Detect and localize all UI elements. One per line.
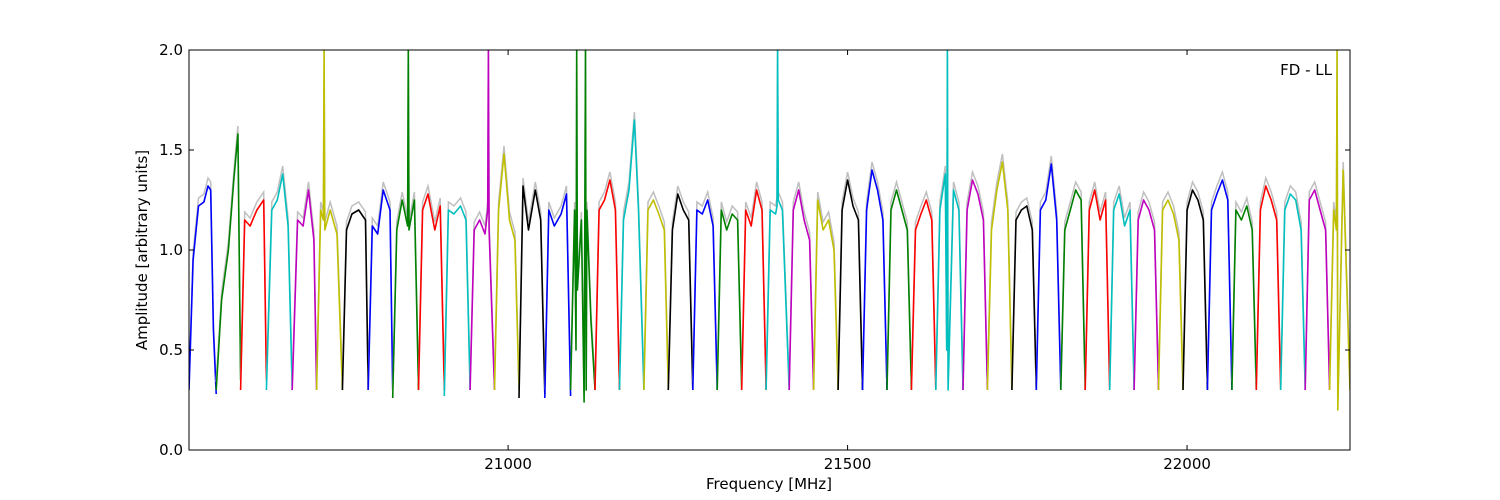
x-tick-label-2: 22000 [1163,455,1211,473]
x-tick-label-0: 21000 [484,455,532,473]
y-tick-label-4: 2.0 [159,41,183,59]
series-line-15 [569,50,596,403]
y-tick-label-1: 0.5 [159,341,183,359]
series-line-1 [215,133,242,391]
series-line-8 [391,50,420,399]
series-line-34 [1035,163,1062,391]
series-line-9 [417,193,446,391]
x-axis-label: Frequency [MHz] [706,475,832,493]
series-line-19 [667,193,694,391]
series-line-16 [594,179,621,391]
y-axis-label: Amplitude [arbitrary units] [133,150,151,350]
series-line-11 [469,50,496,391]
series-line-31 [962,179,989,391]
y-tick-label-2: 1.0 [159,241,183,259]
series-line-14 [544,193,572,399]
series-line-39 [1157,199,1184,391]
series-line-7 [367,189,394,391]
tick-layer: 21000 21500 22000 0.0 0.5 1.0 1.5 2.0 [159,41,1350,473]
series-line-12 [493,153,520,391]
series-line-36 [1084,189,1111,391]
series-line-20 [692,199,718,391]
series-line-45 [1304,189,1331,391]
series-line-24 [788,189,815,391]
series-line-18 [643,199,670,391]
series-line-26 [837,179,864,391]
reference-line-46 [1328,50,1350,403]
series-line-25 [812,199,839,391]
series-line-46 [1328,50,1350,411]
series-line-5 [315,50,344,391]
series-line-28 [886,189,913,391]
reference-line-30 [935,50,964,383]
x-tick-label-1: 21500 [824,455,872,473]
series-line-27 [861,169,888,391]
series-line-6 [341,209,369,391]
panel-annotation: FD - LL [1280,61,1332,79]
series-line-30 [935,50,964,391]
series-line-38 [1133,199,1160,391]
series-line-10 [443,205,471,397]
series-line-32 [986,161,1013,391]
series-line-4 [291,189,318,391]
series-line-37 [1108,193,1135,391]
series-line-41 [1206,179,1233,391]
series-line-35 [1060,189,1086,391]
series-layer [189,50,1350,411]
series-line-21 [716,209,743,391]
series-line-42 [1231,205,1258,391]
series-line-13 [518,185,546,399]
series-line-3 [265,173,293,391]
series-line-0 [189,185,217,395]
series-line-40 [1182,189,1209,391]
series-line-23 [765,50,790,391]
y-tick-label-0: 0.0 [159,441,183,459]
series-line-22 [740,189,767,391]
series-line-43 [1255,185,1282,391]
series-line-2 [239,199,268,391]
y-tick-label-3: 1.5 [159,141,183,159]
series-line-33 [1011,205,1038,391]
series-line-29 [910,199,937,391]
series-line-17 [618,119,645,391]
series-line-44 [1279,193,1306,391]
